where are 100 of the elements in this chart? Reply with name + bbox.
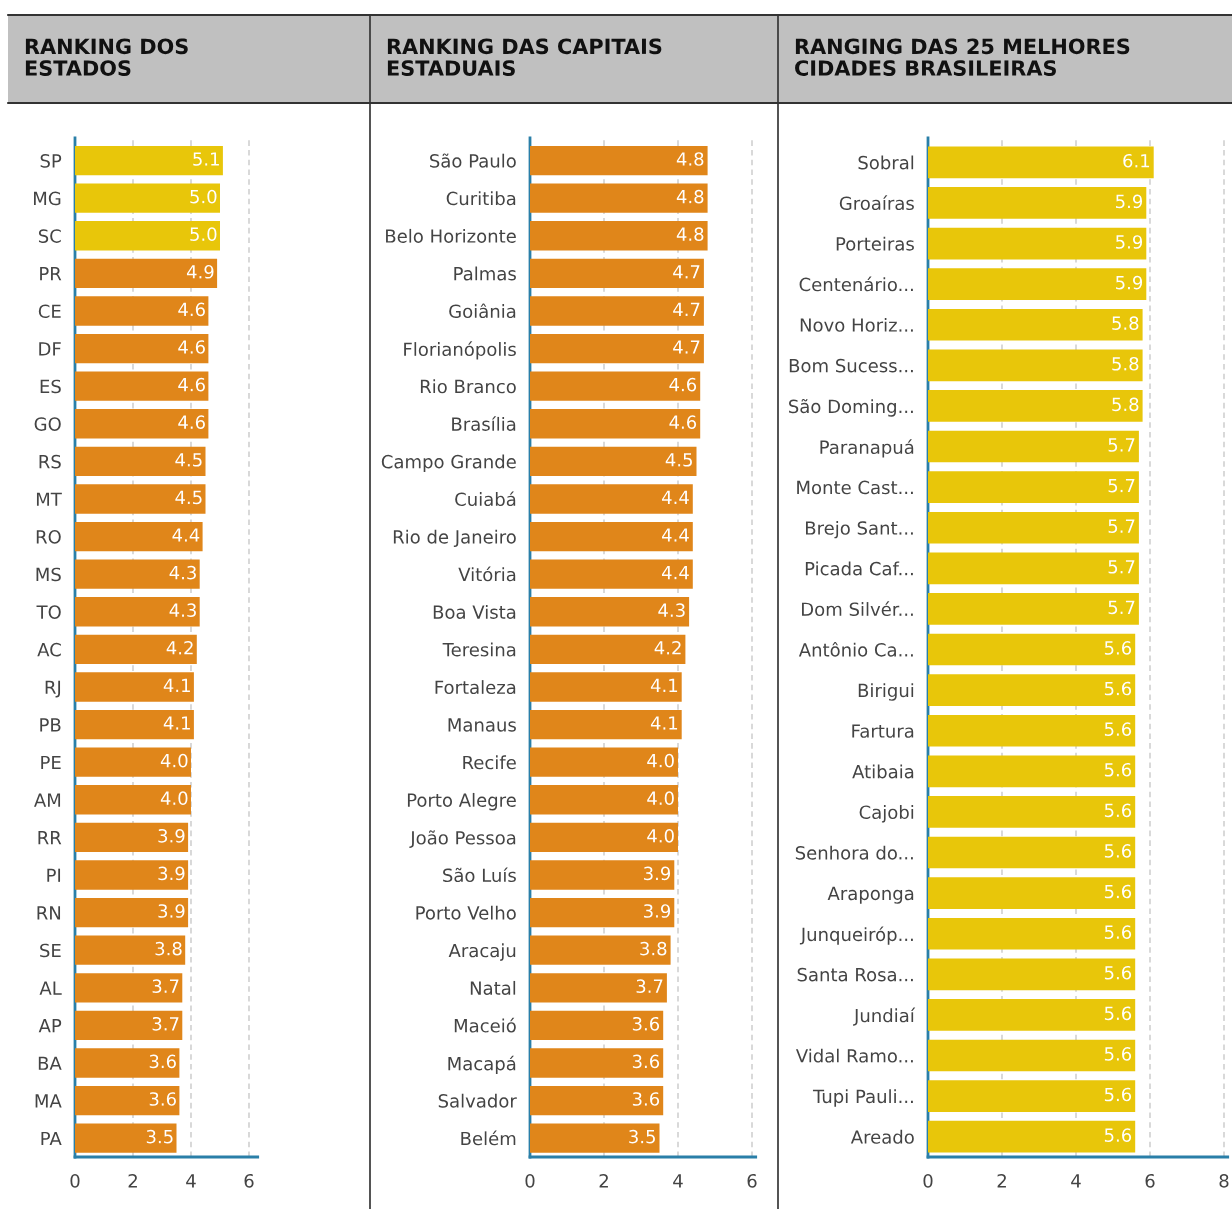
y-tick-label: Rio Branco [420, 379, 516, 394]
bar [530, 371, 701, 401]
data-label: 5.6 [1104, 641, 1132, 655]
y-tick-label: Porteiras [836, 236, 914, 251]
data-label: 6.1 [1123, 153, 1150, 168]
data-label: 4.6 [178, 377, 205, 392]
bar [928, 471, 1139, 503]
bar [75, 296, 209, 326]
x-tick-label: 8 [1219, 1173, 1229, 1188]
y-tick-label: ES [40, 379, 61, 394]
y-tick-label: João Pessoa [409, 830, 516, 848]
bar [928, 755, 1136, 788]
y-tick-label: AM [34, 793, 61, 807]
y-tick-label: Belo Horizonte [386, 228, 516, 243]
y-tick-label: Brejo Sant... [806, 520, 913, 539]
bar [928, 958, 1136, 991]
data-label: 4.8 [676, 152, 704, 166]
y-tick-label: Brasília [452, 416, 516, 431]
y-tick-label: BA [38, 1056, 62, 1070]
bar [928, 1039, 1136, 1072]
y-tick-label: Vidal Ramo... [795, 1048, 913, 1063]
bar [75, 634, 197, 665]
data-label: 4.2 [654, 640, 681, 655]
y-tick-label: PR [40, 267, 62, 281]
data-label: 3.8 [640, 941, 667, 956]
data-label: 5.8 [1112, 316, 1139, 330]
data-label: 5.6 [1104, 925, 1132, 939]
bar [928, 390, 1143, 422]
data-label: 4.0 [647, 753, 674, 768]
y-tick-label: Porto Velho [416, 905, 516, 920]
data-label: 5.9 [1116, 194, 1143, 209]
data-label: 5.6 [1104, 681, 1132, 696]
bar [928, 714, 1136, 747]
data-label: 5.0 [190, 189, 217, 204]
bar [75, 709, 194, 740]
bar [75, 1048, 180, 1078]
bar [928, 308, 1143, 341]
data-label: 5.0 [190, 227, 217, 241]
bar [75, 1123, 177, 1153]
data-label: 5.8 [1112, 356, 1139, 371]
x-tick-label: 0 [70, 1173, 80, 1188]
y-tick-label: PE [41, 755, 61, 770]
y-tick-label: Recife [463, 755, 516, 770]
data-label: 3.6 [149, 1092, 176, 1106]
data-label: 3.9 [158, 904, 185, 918]
data-label: 5.9 [1116, 235, 1143, 249]
bar [928, 187, 1147, 219]
data-label: 4.6 [669, 415, 697, 430]
data-label: 5.6 [1104, 1087, 1132, 1102]
bar [75, 935, 186, 965]
data-label: 4.1 [650, 678, 678, 692]
bar [75, 785, 191, 815]
y-tick-label: Bom Sucess... [789, 358, 913, 373]
bar [530, 973, 667, 1003]
bar [530, 747, 678, 777]
data-label: 5.7 [1108, 600, 1135, 615]
data-label: 4.4 [172, 528, 200, 542]
data-label: 3.6 [632, 1054, 660, 1069]
y-tick-label: Junqueiróp... [799, 926, 913, 945]
data-label: 4.3 [169, 565, 196, 580]
bar [530, 897, 675, 928]
data-label: 5.6 [1104, 803, 1132, 818]
data-label: 3.5 [146, 1129, 173, 1144]
y-tick-label: Sobral [858, 155, 914, 170]
data-label: 3.9 [644, 904, 671, 918]
bar [75, 897, 189, 928]
y-tick-label: RS [39, 454, 61, 469]
bar [530, 521, 693, 552]
y-tick-label: Monte Cast... [797, 480, 913, 495]
y-tick-label: Birigui [858, 683, 914, 701]
data-label: 4.8 [676, 189, 704, 204]
data-label: 5.8 [1112, 397, 1139, 412]
bar [928, 999, 1136, 1031]
data-label: 4.6 [178, 415, 205, 430]
y-tick-label: RJ [45, 680, 61, 698]
data-label: 4.3 [169, 603, 196, 618]
bar [75, 371, 209, 401]
y-tick-label: Jundiaí [853, 1007, 916, 1026]
data-label: 4.0 [160, 753, 188, 768]
data-label: 5.7 [1108, 519, 1135, 533]
y-tick-label: Maceió [454, 1017, 516, 1033]
y-tick-label: AL [39, 981, 62, 995]
bar [530, 672, 682, 702]
data-label: 4.5 [175, 490, 202, 505]
y-tick-label: RN [37, 906, 61, 920]
bar [75, 597, 200, 627]
bar [530, 597, 690, 627]
data-label: 4.8 [676, 227, 704, 241]
bar [75, 1010, 183, 1041]
data-label: 4.1 [163, 716, 190, 730]
y-tick-label: Curitiba [446, 191, 516, 206]
y-tick-label: Macapá [448, 1055, 516, 1074]
data-label: 3.6 [632, 1016, 660, 1031]
y-tick-label: Picada Caf... [805, 561, 913, 576]
data-label: 3.9 [644, 866, 671, 881]
bar [928, 836, 1136, 869]
bar [75, 1085, 180, 1116]
y-tick-label: Dom Silvér... [802, 601, 913, 617]
data-label: 5.6 [1104, 1128, 1132, 1142]
bar [530, 446, 697, 477]
